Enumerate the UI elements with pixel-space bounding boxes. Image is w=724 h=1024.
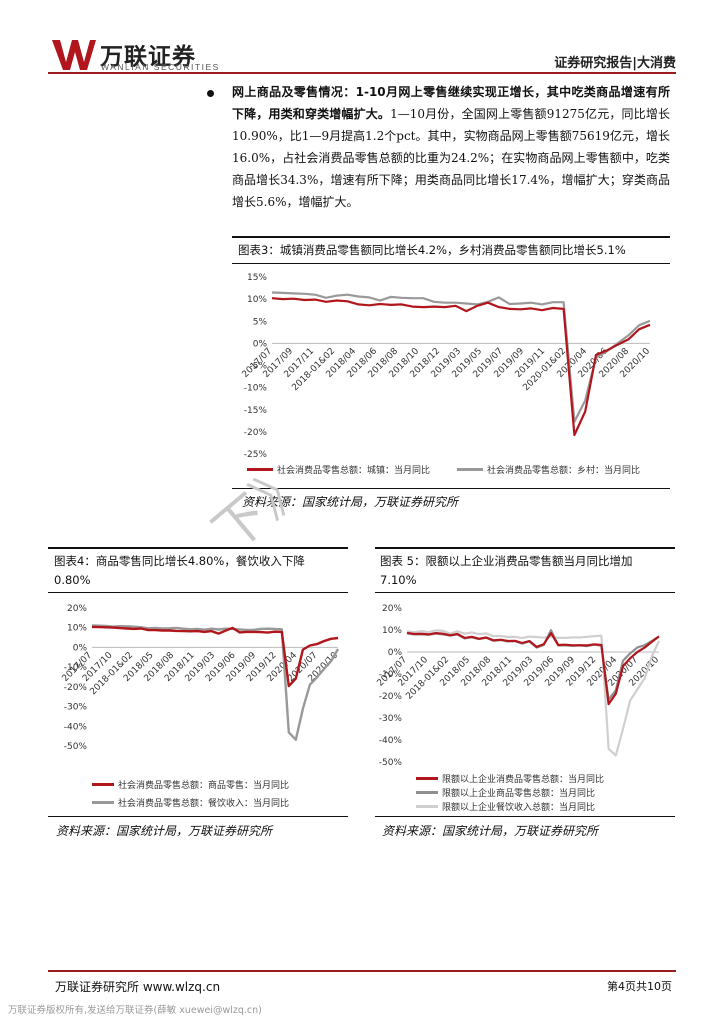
fig3-source: 资料来源：国家统计局，万联证券研究所: [242, 495, 459, 509]
logo-name-en: WANLIAN SECURITIES: [101, 62, 220, 72]
fig4-source: 资料来源：国家统计局，万联证券研究所: [56, 824, 273, 838]
y-tick-label: -30%: [379, 714, 403, 724]
y-tick-label: 10%: [247, 295, 267, 305]
paragraph-text: 1—10月份，全国网上零售额91275亿元，同比增长10.90%，比1—9月提高…: [232, 107, 670, 209]
y-tick-label: 0%: [73, 643, 88, 653]
y-tick-label: 20%: [67, 604, 87, 614]
fig3-legend-item-1: 社会消费品零售总额：城镇：当月同比: [247, 463, 430, 476]
legend-label: 限额以上企业商品零售总额：当月同比: [442, 789, 596, 799]
legend-swatch: [416, 805, 438, 808]
fig4-top-rule: [48, 547, 348, 549]
fig3-top-rule: [232, 236, 670, 238]
y-tick-label: -25%: [244, 450, 268, 458]
legend-label: 社会消费品零售总额：乡村：当月同比: [487, 466, 641, 476]
footer-divider: [48, 970, 676, 972]
legend-label: 限额以上企业餐饮收入总额：当月同比: [442, 803, 596, 813]
legend-label: 限额以上企业消费品零售总额：当月同比: [442, 775, 605, 785]
y-tick-label: -50%: [64, 742, 88, 752]
y-tick-label: -10%: [379, 670, 403, 680]
fig3-title: 图表3：城镇消费品零售额同比增长4.2%，乡村消费品零售额同比增长5.1%: [238, 243, 626, 257]
logo-name-cn: 万联证券: [100, 44, 196, 70]
footer-website: 万联证券研究所 www.wlzq.cn: [55, 980, 221, 994]
series-line: [271, 291, 651, 423]
fig4-bottom-rule: [48, 816, 348, 817]
legend-swatch: [457, 468, 483, 471]
y-tick-label: -30%: [64, 703, 88, 713]
fig5-bottom-rule: [375, 816, 675, 817]
copyright-watermark: 万联证券版权所有,发送给万联证券(薛敏 xuewei@wlzq.cn): [8, 1005, 262, 1016]
y-tick-label: -50%: [379, 758, 403, 768]
legend-swatch: [92, 801, 114, 804]
y-tick-label: 0%: [253, 339, 268, 349]
y-tick-label: 0%: [388, 648, 403, 658]
fig5-title-line1: 图表 5：限额以上企业消费品零售额当月同比增加: [380, 554, 633, 568]
report-type: 证券研究报告|大消费: [554, 56, 676, 71]
y-tick-label: -10%: [64, 663, 88, 673]
y-tick-label: 10%: [67, 624, 87, 634]
y-tick-label: -10%: [244, 384, 268, 394]
fig4-chart: 20%10%0%-10%-20%-30%-40%-50%2017/072017/…: [61, 604, 341, 752]
fig5-legend-item-3: 限额以上企业餐饮收入总额：当月同比: [416, 800, 595, 813]
series-line: [406, 629, 660, 757]
fig5-top-rule: [375, 547, 675, 549]
y-tick-label: -40%: [64, 722, 88, 732]
y-tick-label: -15%: [244, 406, 268, 416]
legend-label: 社会消费品零售总额：餐饮收入：当月同比: [118, 799, 290, 809]
legend-swatch: [416, 791, 438, 794]
legend-label: 社会消费品零售总额：商品零售：当月同比: [118, 781, 290, 791]
y-tick-label: 10%: [382, 626, 402, 636]
y-tick-label: 20%: [382, 604, 402, 614]
series-line: [271, 297, 651, 437]
fig3-title-rule: [232, 263, 670, 264]
paragraph-lead: 网上商品及零售情况：1-10月网上零售继续实现正增长，其中吃类商品增速有所下降，…: [232, 85, 670, 121]
bullet-icon: [207, 90, 214, 97]
legend-label: 社会消费品零售总额：城镇：当月同比: [277, 466, 431, 476]
y-tick-label: 15%: [247, 273, 267, 283]
fig4-title-line2: 0.80%: [54, 573, 91, 587]
legend-swatch: [247, 468, 273, 471]
series-line: [406, 631, 660, 706]
fig5-source: 资料来源：国家统计局，万联证券研究所: [382, 824, 599, 838]
stamp-mark: 下》: [202, 450, 321, 564]
y-tick-label: -5%: [249, 362, 267, 372]
legend-swatch: [416, 777, 438, 780]
fig5-legend-item-1: 限额以上企业消费品零售总额：当月同比: [416, 772, 604, 785]
series-line: [91, 625, 339, 688]
legend-swatch: [92, 783, 114, 786]
fig5-chart: 20%10%0%-10%-20%-30%-40%-50%2017/072017/…: [376, 604, 662, 768]
page-number: 第4页共10页: [607, 980, 672, 993]
fig5-legend-item-2: 限额以上企业商品零售总额：当月同比: [416, 786, 595, 799]
series-line: [91, 624, 340, 741]
fig4-legend-item-1: 社会消费品零售总额：商品零售：当月同比: [92, 778, 289, 791]
wanlian-logo-icon: [52, 40, 96, 70]
body-paragraph: 网上商品及零售情况：1-10月网上零售继续实现正增长，其中吃类商品增速有所下降，…: [232, 81, 670, 213]
fig5-title-rule: [375, 592, 675, 593]
fig5-title-line2: 7.10%: [380, 573, 417, 587]
header-divider: [48, 72, 676, 74]
fig3-chart: 15%10%5%0%-5%-10%-15%-20%-25%2017/072017…: [241, 273, 653, 458]
fig3-legend-item-2: 社会消费品零售总额：乡村：当月同比: [457, 463, 640, 476]
fig3-bottom-rule: [232, 488, 670, 489]
fig4-title-rule: [48, 592, 348, 593]
fig4-legend-item-2: 社会消费品零售总额：餐饮收入：当月同比: [92, 796, 289, 809]
y-tick-label: 5%: [253, 317, 268, 327]
y-tick-label: -20%: [64, 683, 88, 693]
y-tick-label: -40%: [379, 736, 403, 746]
fig4-title-line1: 图表4：商品零售同比增长4.80%，餐饮收入下降: [54, 554, 305, 568]
y-tick-label: -20%: [244, 428, 268, 438]
y-tick-label: -20%: [379, 692, 403, 702]
